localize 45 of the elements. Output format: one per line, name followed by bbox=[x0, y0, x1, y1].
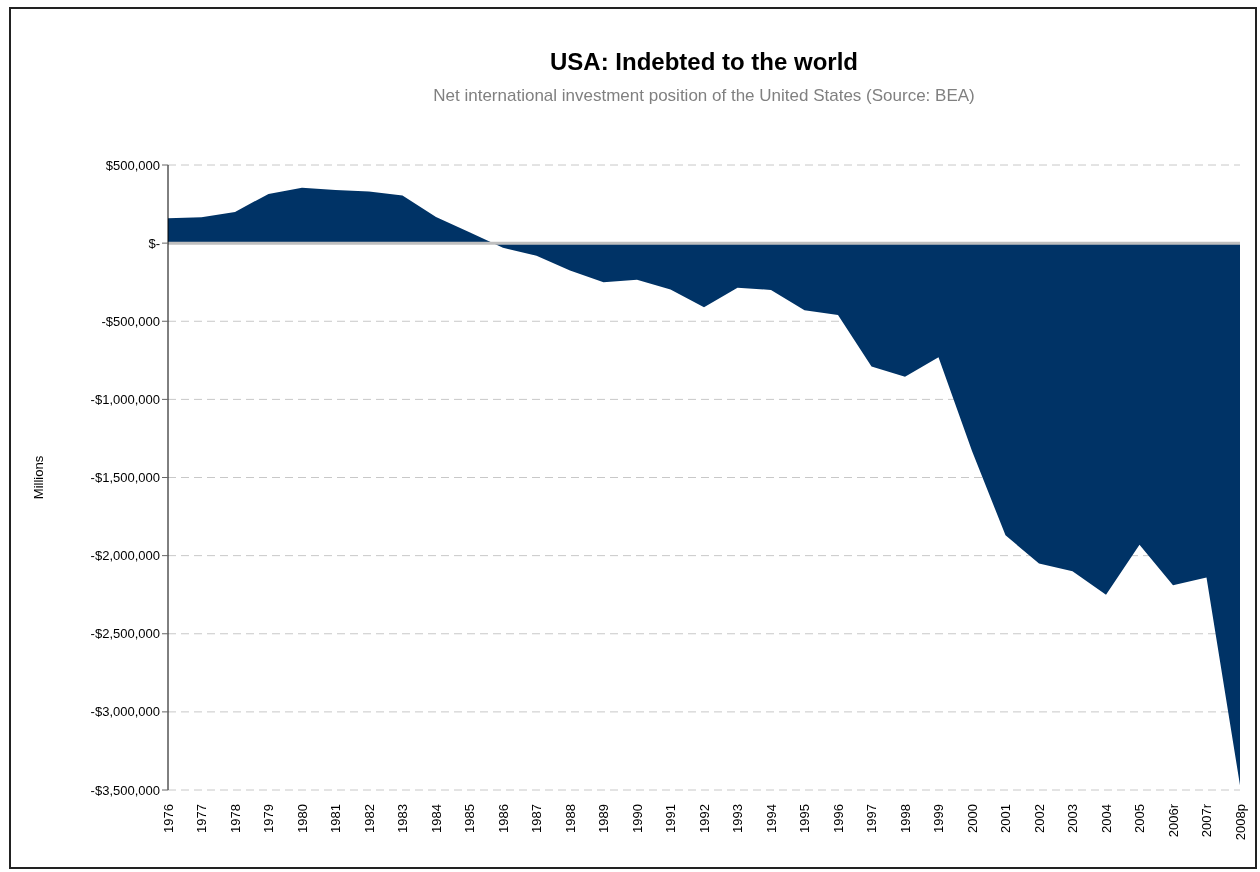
x-tick-label: 1998 bbox=[897, 804, 913, 833]
x-tick-label: 1996 bbox=[830, 804, 846, 833]
x-tick-label: 1987 bbox=[529, 804, 544, 833]
x-tick-label: 1985 bbox=[462, 804, 477, 833]
chart-title: USA: Indebted to the world bbox=[549, 48, 859, 76]
y-tick-label: -$2,000,000 bbox=[90, 548, 160, 564]
x-tick-label: 2001 bbox=[998, 804, 1013, 833]
chart-subtitle: Net international investment position of the United States (Source: BEA) bbox=[432, 86, 976, 106]
y-tick-label: -$500,000 bbox=[101, 313, 160, 329]
x-tick-label: 1977 bbox=[194, 804, 209, 833]
y-tick-label: -$3,000,000 bbox=[90, 704, 160, 720]
x-tick-label: 1994 bbox=[763, 804, 779, 833]
x-tick-label: 1995 bbox=[797, 804, 812, 833]
x-tick-label: 2004 bbox=[1098, 804, 1114, 833]
x-tick-label: 1991 bbox=[663, 804, 678, 833]
y-tick-label: $500,000 bbox=[105, 157, 160, 173]
x-tick-label: 2007r bbox=[1199, 803, 1214, 838]
x-tick-label: 1989 bbox=[596, 804, 611, 833]
y-axis-title: Millions bbox=[30, 455, 46, 500]
x-tick-label: 2002 bbox=[1031, 804, 1047, 833]
y-tick-label: -$1,000,000 bbox=[90, 391, 160, 407]
x-tick-label: 2008p bbox=[1232, 804, 1248, 841]
x-tick-label: 1979 bbox=[261, 804, 276, 833]
x-tick-label: 2006r bbox=[1165, 803, 1181, 838]
x-tick-label: 1980 bbox=[294, 804, 310, 833]
x-tick-label: 1988 bbox=[562, 804, 578, 833]
x-tick-label: 2000 bbox=[964, 804, 980, 833]
x-tick-label: 1992 bbox=[696, 804, 712, 833]
x-tick-label: 2005 bbox=[1132, 804, 1147, 833]
x-tick-label: 1993 bbox=[730, 804, 745, 833]
y-tick-label: -$2,500,000 bbox=[90, 626, 160, 642]
x-tick-label: 2003 bbox=[1065, 804, 1080, 833]
x-tick-label: 1983 bbox=[395, 804, 410, 833]
x-tick-label: 1997 bbox=[864, 804, 879, 833]
y-tick-label: $- bbox=[148, 235, 160, 251]
x-tick-label: 1990 bbox=[629, 804, 645, 833]
x-tick-label: 1986 bbox=[495, 804, 511, 833]
x-tick-label: 1982 bbox=[361, 804, 377, 833]
x-tick-label: 1978 bbox=[227, 804, 243, 833]
x-tick-label: 1976 bbox=[160, 804, 176, 833]
x-tick-label: 1981 bbox=[328, 804, 343, 833]
x-tick-label: 1984 bbox=[428, 804, 444, 833]
x-tick-label: 1999 bbox=[931, 804, 946, 833]
y-tick-label: -$1,500,000 bbox=[90, 470, 160, 486]
y-tick-label: -$3,500,000 bbox=[90, 782, 160, 798]
